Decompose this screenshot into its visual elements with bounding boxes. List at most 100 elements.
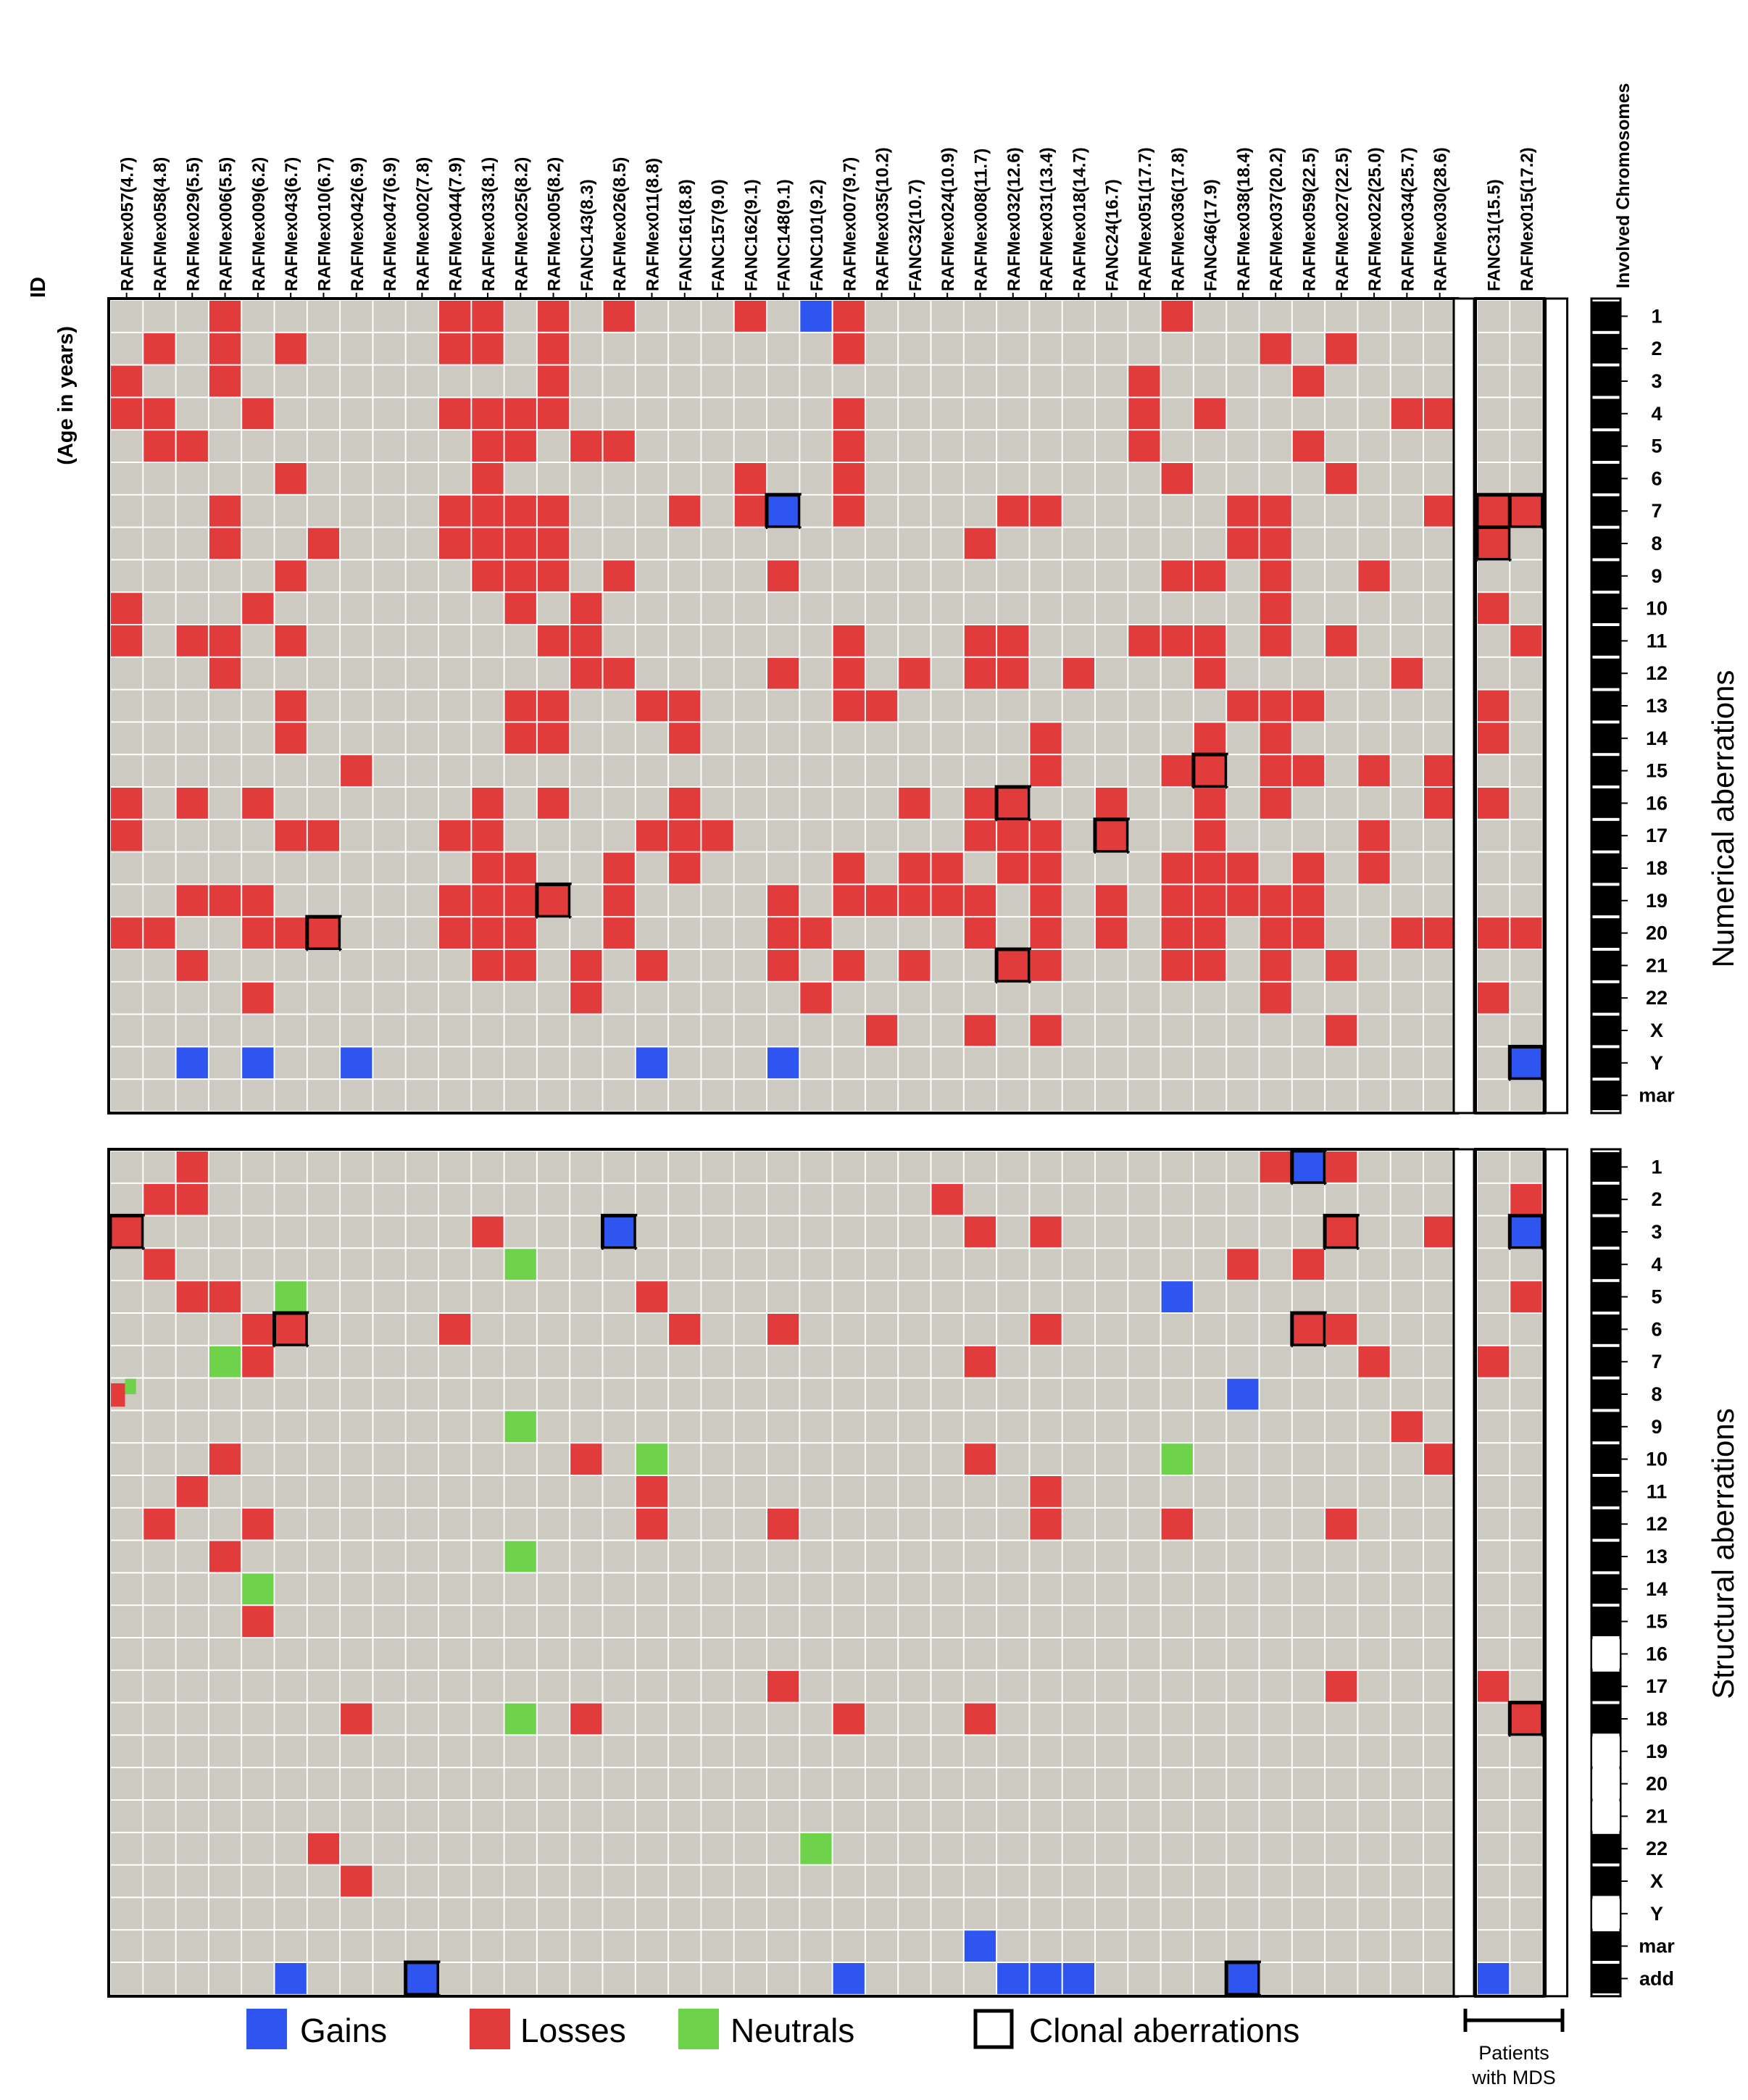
num-cell-p33-3 <box>1194 365 1226 397</box>
num-cell-p7-2 <box>341 333 373 364</box>
str-cell-p32-3 <box>1161 1216 1193 1248</box>
str-cell-p2-2 <box>176 1183 208 1215</box>
num-cell-p35-21 <box>1260 950 1291 981</box>
str-cell-p39-9 <box>1391 1411 1423 1443</box>
str-cell-p1-22 <box>143 1833 175 1864</box>
str-cell-p32-9 <box>1161 1411 1193 1443</box>
patient-label-40: RAFMex030(28.6) <box>1431 147 1451 291</box>
str-cell-p36-Y <box>1292 1898 1325 1930</box>
str-cell-p18-5 <box>702 1281 733 1312</box>
num-cell-p32-9 <box>1161 560 1193 592</box>
str-cell-p0-9 <box>111 1411 143 1443</box>
num-cell-p1-20 <box>143 917 175 949</box>
str-cell-p40-1 <box>1424 1151 1456 1183</box>
mds-num-cell-m1-1 <box>1510 301 1542 332</box>
str-cell-p25-16 <box>931 1638 963 1670</box>
str-cell-p7-add <box>341 1963 373 1994</box>
num-cell-p36-11 <box>1292 625 1325 657</box>
str-cell-p23-11 <box>865 1476 898 1507</box>
str-cell-p11-18 <box>472 1703 504 1735</box>
num-cell-p32-17 <box>1161 820 1193 851</box>
num-cell-p1-11 <box>143 625 175 657</box>
num-cell-p10-4 <box>439 398 471 430</box>
str-cell-p15-1 <box>603 1151 635 1183</box>
num-cell-p20-9 <box>767 560 799 592</box>
str-cell-p10-9 <box>439 1411 471 1443</box>
mds-str-cell-m1-mar <box>1510 1930 1542 1962</box>
num-cell-p33-1 <box>1194 301 1226 332</box>
str-cell-p24-12 <box>899 1508 931 1540</box>
str-cell-p8-10 <box>373 1443 405 1475</box>
str-cell-p6-5 <box>307 1281 340 1312</box>
str-cell-p24-21 <box>899 1801 931 1832</box>
num-cell-p6-1 <box>307 301 340 332</box>
str-cell-p29-11 <box>1062 1476 1094 1507</box>
num-cell-p19-14 <box>734 722 766 754</box>
str-cell-p7-17 <box>341 1670 373 1702</box>
num-cell-p33-11 <box>1194 625 1226 657</box>
num-cell-p2-X <box>176 1014 208 1046</box>
num-cell-p18-12 <box>702 657 733 689</box>
num-cell-p6-17 <box>307 820 340 851</box>
str-cell-p27-3 <box>997 1216 1029 1248</box>
str-cell-p22-7 <box>833 1346 865 1378</box>
structural-aberrations-panel <box>107 1148 1460 1998</box>
str-cell-p27-15 <box>997 1606 1029 1637</box>
str-cell-p34-20 <box>1227 1768 1259 1799</box>
str-cell-p16-14 <box>636 1573 668 1605</box>
num-cell-p35-15 <box>1260 755 1291 786</box>
str-cell-p14-add <box>570 1963 602 1994</box>
str-cell-p15-mar <box>603 1930 635 1962</box>
num-cell-p39-14 <box>1391 722 1423 754</box>
str-cell-p35-7 <box>1260 1346 1291 1378</box>
str-cell-p18-13 <box>702 1541 733 1572</box>
str-cell-p32-X <box>1161 1865 1193 1897</box>
involved-num-row-22 <box>1592 983 1620 1013</box>
patient-label-38: RAFMex022(25.0) <box>1365 147 1385 291</box>
str-cell-p25-10 <box>931 1443 963 1475</box>
num-cell-p6-20 <box>307 917 340 949</box>
involved-str-row-1 <box>1592 1152 1620 1182</box>
str-cell-p39-5 <box>1391 1281 1423 1312</box>
num-cell-p8-14 <box>373 722 405 754</box>
mds-str-cell-m0-9 <box>1478 1411 1510 1443</box>
num-cell-p31-X <box>1128 1014 1160 1046</box>
num-cell-p18-mar <box>702 1080 733 1111</box>
str-cell-p32-14 <box>1161 1573 1193 1605</box>
str-cell-p38-add <box>1358 1963 1390 1994</box>
str-cell-p23-22 <box>865 1833 898 1864</box>
num-cell-p27-7 <box>997 495 1029 527</box>
num-cell-p19-18 <box>734 852 766 884</box>
str-cell-p27-13 <box>997 1541 1029 1572</box>
num-cell-p36-20 <box>1292 917 1325 949</box>
numerical-aberrations-label: Numerical aberrations <box>1706 670 1740 968</box>
num-cell-p37-6 <box>1325 463 1357 494</box>
num-cell-p2-17 <box>176 820 208 851</box>
str-cell-p26-21 <box>964 1801 996 1832</box>
num-cell-p38-19 <box>1358 885 1390 917</box>
num-cell-p30-19 <box>1096 885 1128 917</box>
num-cell-p5-12 <box>275 657 307 689</box>
str-cell-p29-Y <box>1062 1898 1094 1930</box>
str-cell-p11-11 <box>472 1476 504 1507</box>
num-cell-p19-3 <box>734 365 766 397</box>
str-cell-p25-19 <box>931 1736 963 1767</box>
num-cell-p23-14 <box>865 722 898 754</box>
num-cell-p39-16 <box>1391 788 1423 819</box>
str-cell-p14-8 <box>570 1378 602 1410</box>
num-cell-p19-19 <box>734 885 766 917</box>
str-cell-p11-4 <box>472 1249 504 1280</box>
num-cell-p37-8 <box>1325 528 1357 559</box>
str-cell-p8-Y <box>373 1898 405 1930</box>
str-cell-p36-add <box>1292 1963 1325 1994</box>
str-cell-p4-add <box>242 1963 274 1994</box>
str-cell-p14-19 <box>570 1736 602 1767</box>
involved-str-row-14 <box>1592 1574 1620 1604</box>
num-cell-p38-13 <box>1358 690 1390 722</box>
num-cell-p5-3 <box>275 365 307 397</box>
str-cell-p9-14 <box>406 1573 438 1605</box>
str-cell-p28-18 <box>1030 1703 1062 1735</box>
involved-str-row-4 <box>1592 1249 1620 1280</box>
num-cell-p26-22 <box>964 982 996 1014</box>
str-cell-p31-3 <box>1128 1216 1160 1248</box>
